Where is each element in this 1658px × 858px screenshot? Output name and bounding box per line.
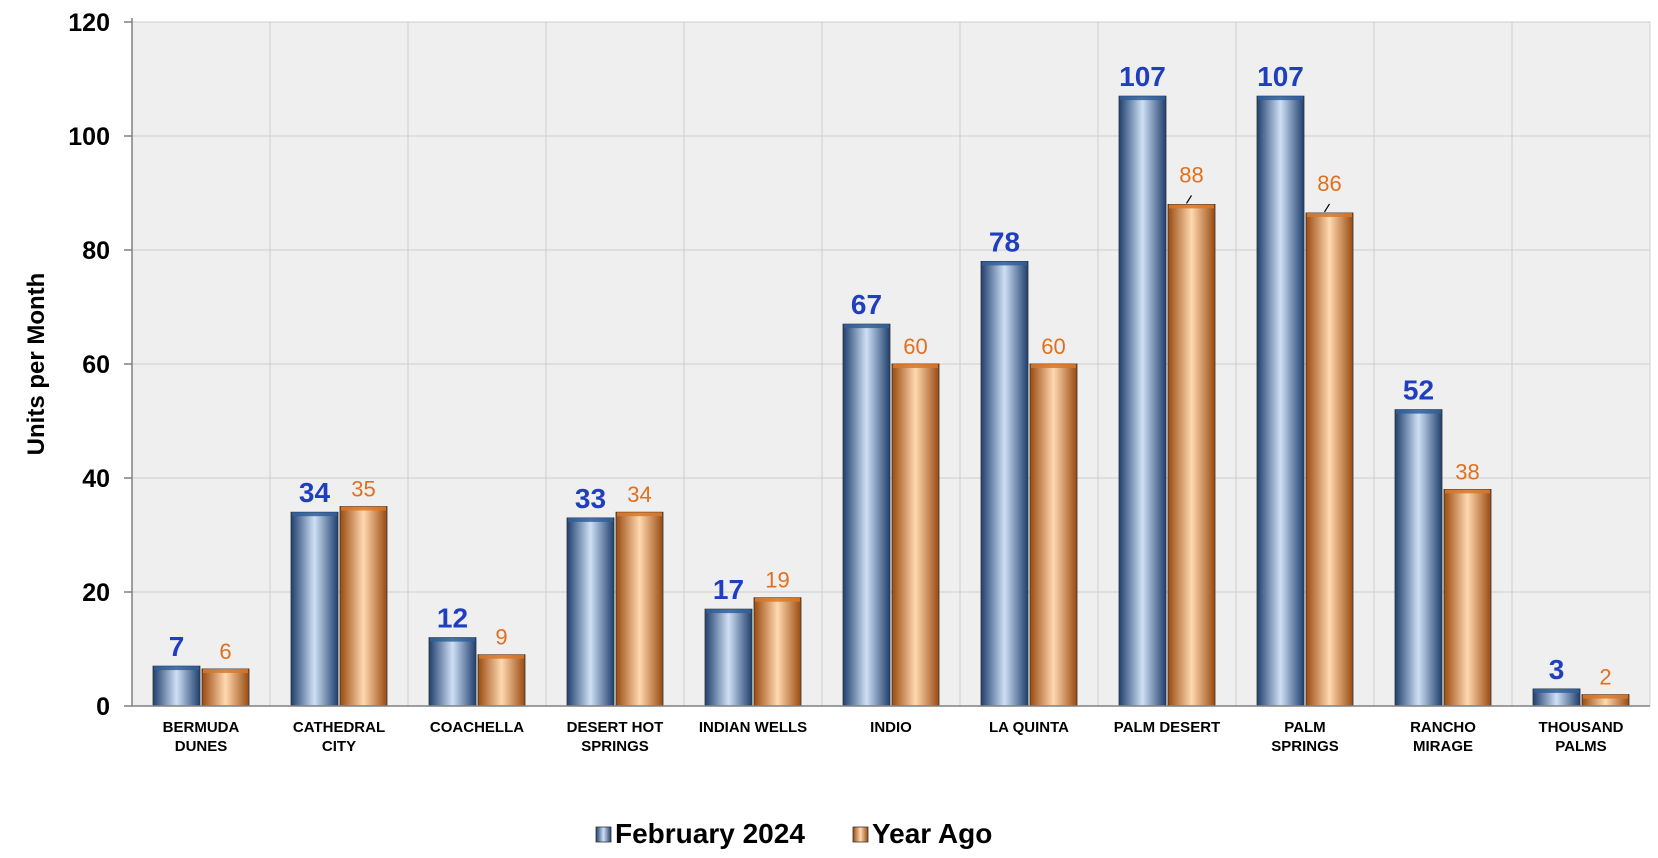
axes: 0 20 40 60 80 100 120 BERMUDA DUNES CATHEDRAL CITY… [68, 9, 1650, 755]
data-label: 34 [299, 477, 331, 508]
data-label: 12 [437, 603, 468, 634]
bar [1305, 212, 1354, 707]
data-label: 35 [351, 477, 375, 502]
data-label: 67 [851, 289, 882, 320]
bar-cap [1396, 409, 1441, 414]
bar-cap [706, 609, 751, 614]
bar-cap [1169, 204, 1214, 209]
bars: 7 34 12 33 17 67 78 107 107 52 3 6 35 9 34 19 60 60 88 86 38… [152, 61, 1630, 707]
data-label: 6 [219, 639, 231, 664]
data-label: 60 [903, 334, 927, 359]
bar [566, 517, 615, 707]
bar-cap [203, 668, 248, 673]
y-tick-label: 80 [82, 237, 110, 265]
data-label: 7 [169, 631, 185, 662]
bar [339, 506, 388, 707]
bar [1394, 409, 1443, 707]
bar-cap [1445, 489, 1490, 494]
data-label: 107 [1257, 61, 1304, 92]
bar [842, 323, 891, 707]
bar-cap [154, 666, 199, 671]
bar-cap [844, 324, 889, 329]
x-tick-label: COACHELLA [430, 719, 524, 736]
bar-cap [982, 261, 1027, 266]
legend-label: February 2024 [615, 818, 805, 849]
bar [1029, 363, 1078, 707]
x-tick-label: INDIAN WELLS [699, 719, 807, 736]
bar [1118, 95, 1167, 707]
bar-cap [1307, 212, 1352, 217]
bar-cap [1031, 364, 1076, 368]
data-label: 52 [1403, 375, 1434, 406]
bar-cap [479, 654, 524, 659]
bar [753, 597, 802, 707]
bar-cap [1534, 688, 1579, 693]
bar [1167, 203, 1216, 707]
bar-cap [1120, 96, 1165, 101]
y-tick-label: 100 [68, 123, 110, 151]
y-tick-label: 20 [82, 579, 110, 607]
data-label: 38 [1455, 459, 1479, 484]
bar-cap [430, 637, 475, 642]
x-tick-label: RANCHO MIRAGE [1410, 719, 1476, 755]
bar-cap [568, 517, 613, 522]
data-label: 2 [1599, 665, 1611, 690]
x-tick-label: DESERT HOT SPRINGS [567, 719, 664, 755]
y-tick-label: 120 [68, 9, 110, 37]
data-label: 60 [1041, 334, 1065, 359]
data-label: 17 [713, 574, 744, 605]
x-tick-label: PALM DESERT [1114, 719, 1220, 736]
data-label: 3 [1549, 654, 1565, 685]
y-tick-label: 0 [96, 693, 110, 721]
bar-cap [893, 364, 938, 368]
bar [1443, 488, 1492, 707]
y-axis-label: Units per Month [23, 273, 50, 456]
x-tick-label: LA QUINTA [989, 719, 1069, 736]
bar [201, 668, 250, 707]
bar [891, 363, 940, 707]
bar [152, 665, 201, 707]
data-label: 107 [1119, 61, 1166, 92]
bar-cap [617, 512, 662, 517]
bar [290, 511, 339, 707]
bar-cap [292, 512, 337, 517]
bar [477, 654, 526, 707]
data-label: 78 [989, 226, 1020, 257]
data-label: 88 [1179, 162, 1203, 187]
legend-swatch [595, 826, 612, 843]
bar-cap [1583, 694, 1628, 699]
x-tick-label: CATHEDRAL CITY [293, 719, 385, 755]
x-tick-label: INDIO [870, 719, 912, 736]
bar-cap [1258, 96, 1303, 101]
bar [428, 637, 477, 707]
label-leader [1185, 195, 1193, 204]
data-label: 9 [495, 625, 507, 650]
bar-cap [341, 506, 386, 511]
legend: February 2024 Year Ago [595, 818, 992, 849]
data-label: 86 [1317, 171, 1341, 196]
bar [615, 511, 664, 707]
legend-swatch [852, 826, 869, 843]
bar [1256, 95, 1305, 707]
x-tick-label: BERMUDA DUNES [163, 719, 240, 755]
data-label: 19 [765, 568, 789, 593]
x-tick-label: PALM SPRINGS [1271, 719, 1339, 755]
legend-label: Year Ago [872, 818, 992, 849]
y-tick-label: 60 [82, 351, 110, 379]
bar [980, 260, 1029, 707]
y-tick-label: 40 [82, 465, 110, 493]
data-label: 33 [575, 483, 606, 514]
label-leader [1323, 203, 1331, 213]
x-tick-label: THOUSAND PALMS [1539, 719, 1624, 755]
data-label: 34 [627, 482, 651, 507]
bar [704, 608, 753, 707]
bar-cap [755, 597, 800, 602]
